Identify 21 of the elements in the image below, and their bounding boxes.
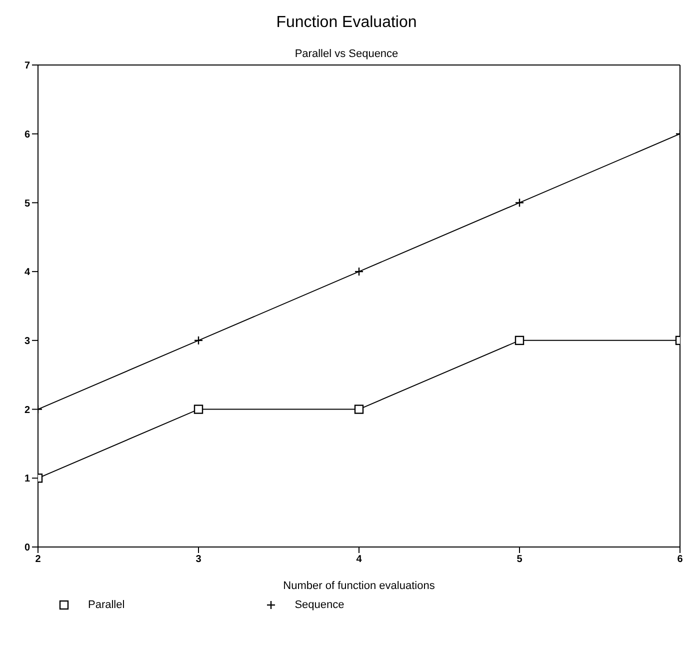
x-axis-title: Number of function evaluations [283,580,436,592]
y-tick-label: 6 [24,129,30,140]
y-tick-label: 2 [24,404,30,416]
chart-subtitle: Parallel vs Sequence [294,48,400,60]
y-tick-label: 3 [24,336,30,347]
x-tick-label: 4 [356,554,362,566]
legend-label: Parallel [88,599,125,611]
x-tick-label: 5 [516,554,523,566]
y-tick-label: 0 [24,542,30,554]
x-tick-label: 3 [196,554,202,566]
y-tick-label: 1 [24,474,30,485]
y-tick-label: 5 [24,198,30,210]
x-tick-label: 2 [35,554,42,566]
y-tick-label: 4 [24,267,30,278]
y-tick-label: 7 [24,60,30,72]
point [194,404,204,414]
point [354,404,364,414]
chart-title: Function Evaluation [275,14,418,32]
point [514,336,524,346]
legend-label: Sequence [294,599,344,611]
x-tick-label: 6 [677,554,684,566]
